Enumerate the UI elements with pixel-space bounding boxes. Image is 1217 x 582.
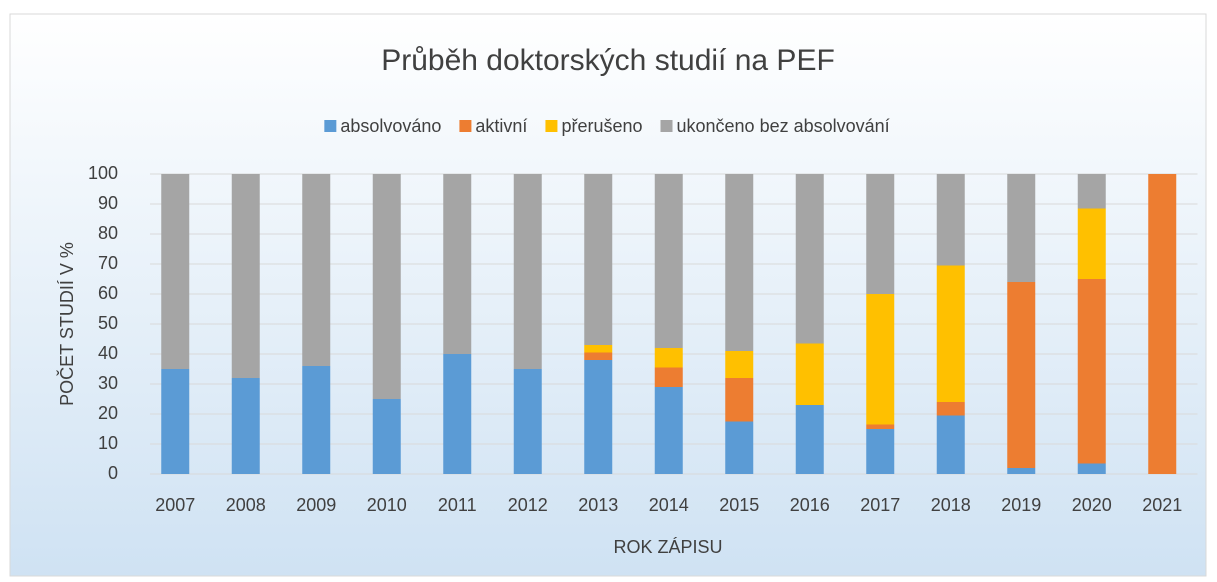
y-tick-label: 30 [98,373,118,393]
bar-segment [795,174,824,344]
bar-segment [725,378,754,422]
bar-segment [936,174,965,266]
y-tick-label: 100 [88,163,118,183]
x-tick-label: 2021 [1142,495,1182,515]
bar-segment [654,367,683,387]
y-tick-label: 40 [98,343,118,363]
legend-swatch [459,120,472,132]
legend-swatch [660,120,673,132]
bar-segment [654,348,683,368]
bar-segment [654,387,683,474]
bar-segment [866,424,895,429]
legend-label: aktivní [475,116,527,136]
bar-segment [161,174,190,369]
legend-item: ukončeno bez absolvování [660,116,890,136]
bar-segment [231,378,260,474]
x-axis-label: ROK ZÁPISU [613,537,722,557]
bar-segment [231,174,260,378]
bar-segment [443,354,472,474]
legend-swatch [545,120,558,132]
bar-segment [513,174,542,369]
bar-segment [584,345,613,353]
legend-swatch [324,120,337,132]
x-tick-label: 2008 [226,495,266,515]
bar-segment [302,366,331,474]
legend-label: přerušeno [561,116,642,136]
bar-segment [1007,174,1036,282]
x-tick-label: 2017 [860,495,900,515]
bar-segment [1077,463,1106,474]
x-tick-label: 2016 [790,495,830,515]
bar-segment [866,294,895,425]
bar-segment [725,421,754,474]
y-tick-label: 50 [98,313,118,333]
x-tick-label: 2012 [508,495,548,515]
bar-segment [795,405,824,474]
bar-segment [725,174,754,351]
legend-label: ukončeno bez absolvování [677,116,890,136]
chart-title: Průběh doktorských studií na PEF [381,44,835,77]
bar-segment [725,351,754,378]
bar-segment [1077,279,1106,464]
legend: absolvováno aktivní přerušeno ukončeno bez … [324,116,890,136]
bar-segment [1007,468,1036,474]
bar-segment [1007,282,1036,468]
y-tick-label: 80 [98,223,118,243]
bar-segment [1148,174,1177,474]
y-axis-label: POČET STUDIÍ V % [56,242,77,406]
bar-segment [936,402,965,416]
legend-item: absolvováno [324,116,441,136]
y-tick-label: 20 [98,403,118,423]
x-tick-label: 2015 [719,495,759,515]
x-tick-label: 2019 [1001,495,1041,515]
y-tick-label: 10 [98,433,118,453]
x-tick-label: 2010 [367,495,407,515]
bar-segment [936,415,965,474]
bar-segment [161,369,190,474]
bar-segment [795,343,824,405]
bar-segment [372,174,401,399]
bar-segment [372,399,401,474]
bar-segment [1077,208,1106,279]
x-tick-label: 2020 [1072,495,1112,515]
legend-label: absolvováno [340,116,441,136]
x-tick-label: 2011 [438,495,477,515]
bar-segment [584,352,613,360]
bar-segment [866,174,895,294]
x-tick-label: 2013 [578,495,618,515]
y-tick-label: 0 [108,463,118,483]
x-tick-label: 2007 [155,495,195,515]
bar-segment [936,265,965,402]
bar-segment [584,360,613,474]
y-tick-label: 60 [98,283,118,303]
y-tick-label: 70 [98,253,118,273]
bar-segment [1077,174,1106,209]
legend-item: přerušeno [545,116,643,136]
bar-segment [866,429,895,474]
bar-segment [654,174,683,348]
bar-segment [302,174,331,366]
x-tick-label: 2009 [296,495,336,515]
x-tick-label: 2014 [649,495,689,515]
y-tick-label: 90 [98,193,118,213]
bar-segment [513,369,542,474]
bar-segment [584,174,613,345]
legend-item: aktivní [459,116,527,136]
x-tick-label: 2018 [931,495,971,515]
bar-segment [443,174,472,354]
